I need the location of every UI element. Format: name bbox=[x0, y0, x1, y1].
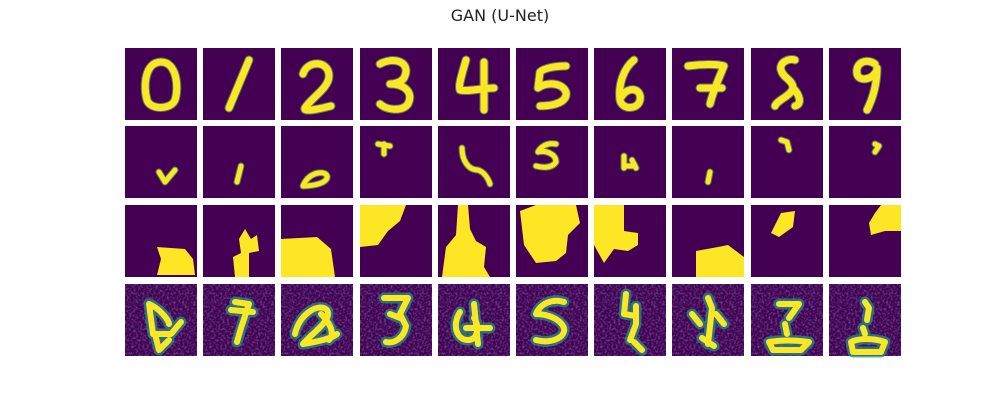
ground-truth-digits-tile bbox=[516, 48, 588, 120]
figure-title: GAN (U-Net) bbox=[450, 6, 550, 25]
binary-masks-tile bbox=[672, 205, 744, 277]
binary-masks-tile bbox=[829, 205, 901, 277]
ground-truth-digits-tile bbox=[125, 48, 197, 120]
binary-masks-tile bbox=[360, 205, 432, 277]
ground-truth-digits-tile bbox=[672, 48, 744, 120]
gan-reconstructions-tile bbox=[672, 284, 744, 356]
binary-masks-tile bbox=[751, 205, 823, 277]
gan-reconstructions-tile bbox=[829, 284, 901, 358]
binary-masks-tile bbox=[203, 205, 275, 277]
binary-masks-tile bbox=[594, 205, 666, 277]
ground-truth-digits-tile bbox=[594, 48, 666, 120]
ground-truth-digits-tile bbox=[203, 48, 275, 120]
ground-truth-digits-tile bbox=[360, 48, 432, 120]
masked-fragments-tile bbox=[516, 126, 588, 198]
binary-masks-tile bbox=[281, 205, 353, 277]
ground-truth-digits-tile bbox=[751, 48, 823, 120]
gan-reconstructions-tile bbox=[594, 284, 666, 356]
masked-fragments-tile bbox=[672, 126, 744, 198]
gan-reconstructions-tile bbox=[516, 284, 588, 356]
masked-fragments-tile bbox=[203, 126, 275, 198]
masked-fragments-tile bbox=[438, 126, 510, 198]
masked-fragments-tile bbox=[829, 126, 901, 198]
masked-fragments-tile bbox=[360, 126, 432, 198]
masked-fragments-tile bbox=[281, 126, 353, 198]
gan-reconstructions-tile bbox=[125, 284, 197, 356]
gan-reconstructions-tile bbox=[438, 284, 510, 356]
gan-reconstructions-tile bbox=[751, 284, 823, 356]
masked-fragments-tile bbox=[125, 126, 197, 198]
ground-truth-digits-tile bbox=[438, 48, 510, 120]
gan-reconstructions-tile bbox=[203, 284, 275, 356]
gan-reconstructions-tile bbox=[360, 284, 432, 356]
ground-truth-digits-tile bbox=[281, 48, 353, 120]
ground-truth-digits-tile bbox=[829, 48, 901, 120]
gan-reconstructions-tile bbox=[281, 284, 353, 356]
masked-fragments-tile bbox=[594, 126, 666, 198]
binary-masks-tile bbox=[516, 205, 588, 277]
binary-masks-tile bbox=[438, 205, 510, 277]
binary-masks-tile bbox=[125, 205, 197, 277]
masked-fragments-tile bbox=[751, 126, 823, 198]
